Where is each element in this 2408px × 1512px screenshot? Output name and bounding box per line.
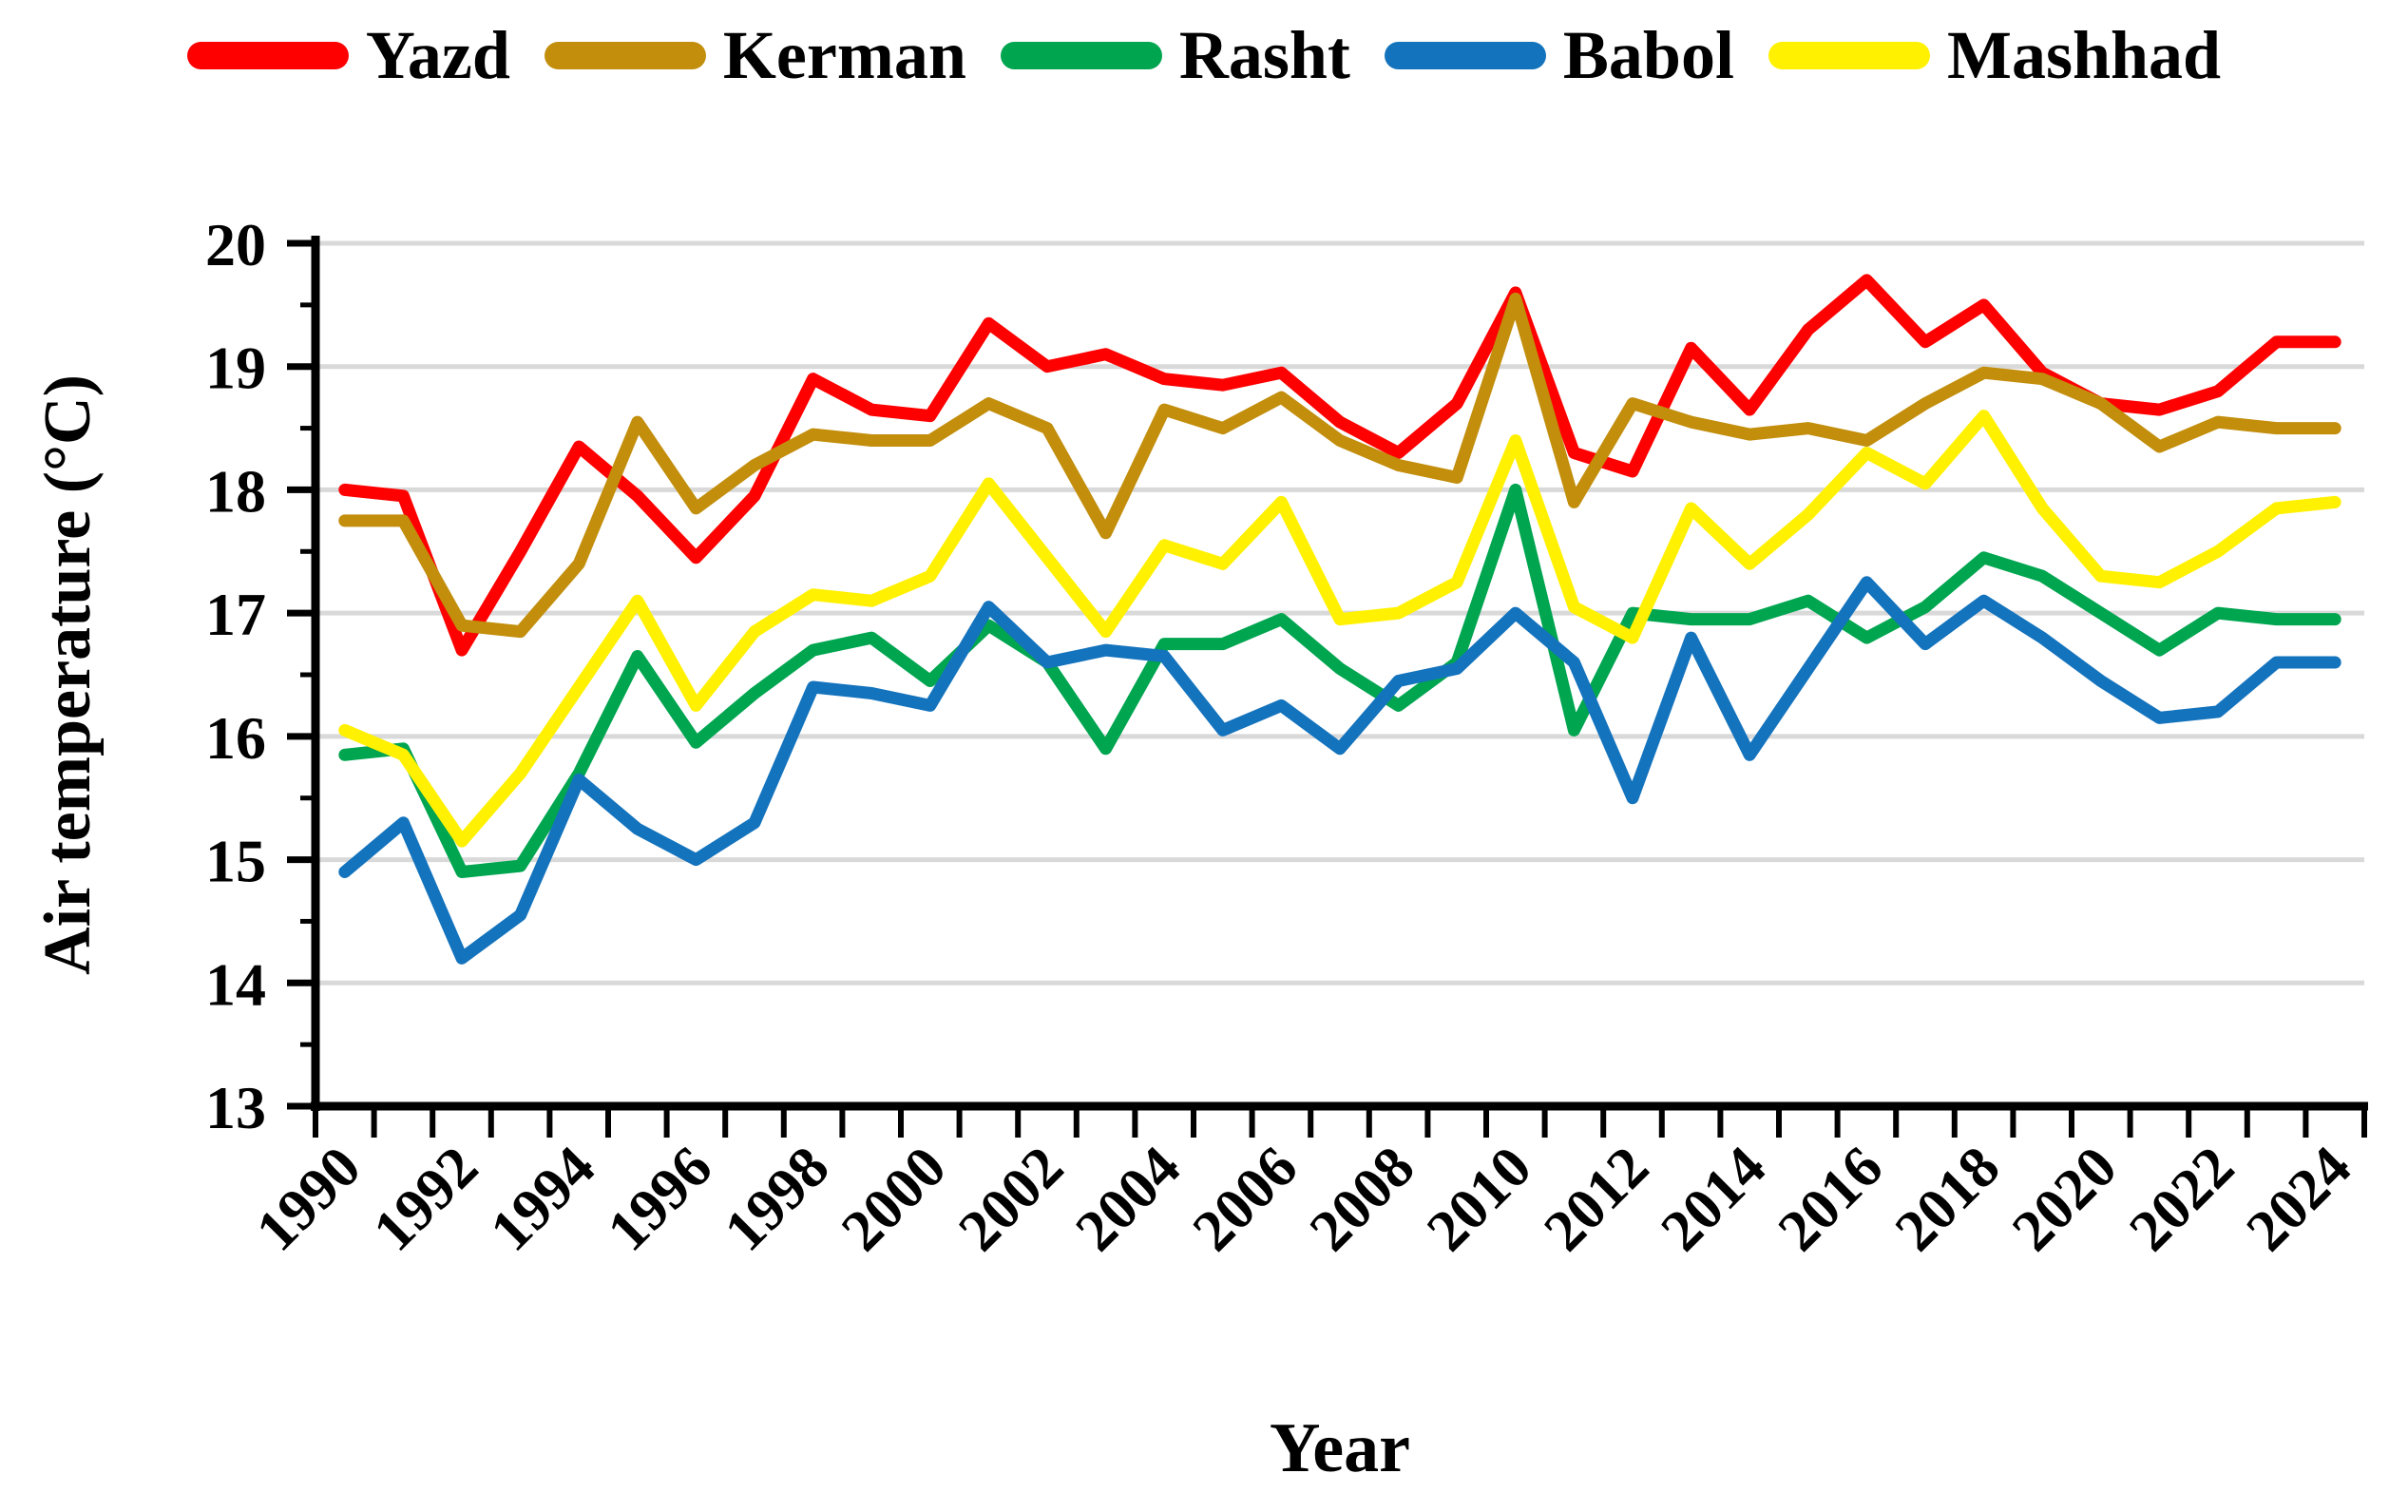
- y-tick-labels: 13 14 15 16 17 18 19 20: [205, 211, 266, 1141]
- x-tick-label: 2020: [2000, 1135, 2130, 1264]
- legend-item-mashhad: Mashhad: [1768, 21, 2221, 89]
- series-line-yazd: [338, 274, 2341, 657]
- x-tick-label: 1998: [713, 1135, 842, 1264]
- series-line-kerman: [338, 292, 2341, 639]
- x-tick-label: 2014: [1649, 1135, 1778, 1264]
- x-tick-label: 2000: [830, 1135, 959, 1264]
- legend-item-kerman: Kerman: [544, 17, 966, 93]
- x-tick-label: 1990: [244, 1135, 373, 1264]
- x-tick-label: 2004: [1063, 1135, 1193, 1264]
- legend-swatch-kerman: [544, 41, 706, 69]
- x-tick-label: 1992: [361, 1135, 490, 1264]
- y-tick-label: 17: [205, 581, 266, 648]
- x-tick-label: 2010: [1415, 1135, 1544, 1264]
- legend-item-yazd: Yazd: [186, 17, 510, 93]
- legend-item-rasht: Rasht: [1000, 17, 1350, 93]
- x-tick-label: 2006: [1181, 1135, 1310, 1264]
- x-ticks: [313, 1106, 2367, 1138]
- legend-label-kerman: Kerman: [722, 17, 966, 93]
- series-line-babol: [338, 576, 2341, 965]
- y-tick-label: 14: [205, 950, 266, 1018]
- legend-label-rasht: Rasht: [1178, 17, 1350, 93]
- legend-swatch-babol: [1384, 41, 1546, 69]
- y-ticks: [287, 239, 315, 1110]
- x-tick-label: 1994: [478, 1135, 607, 1264]
- x-tick-label: 2012: [1532, 1135, 1661, 1264]
- x-tick-label: 2024: [2234, 1135, 2363, 1264]
- x-axis-title: Year: [1270, 1409, 1410, 1487]
- gridlines: [315, 240, 2364, 986]
- legend-swatch-yazd: [186, 41, 349, 69]
- y-tick-label: 18: [205, 457, 266, 525]
- y-tick-label: 13: [205, 1074, 266, 1141]
- series-line-mashhad: [338, 410, 2341, 848]
- y-tick-label: 15: [205, 828, 266, 895]
- legend-label-mashhad: Mashhad: [1946, 17, 2222, 93]
- y-tick-label: 19: [205, 335, 266, 402]
- y-tick-label: 20: [205, 211, 266, 278]
- legend-item-babol: Babol: [1384, 17, 1734, 93]
- legend-swatch-mashhad: [1768, 41, 1930, 69]
- x-tick-label: 2016: [1767, 1135, 1896, 1264]
- series-line-rasht: [338, 483, 2341, 878]
- y-axis-title: Air temperature (°C): [31, 374, 105, 975]
- legend: Yazd Kerman Rasht Babol Mashhad: [0, 21, 2408, 89]
- x-tick-label: 2002: [946, 1135, 1076, 1264]
- x-tick-label: 2018: [1883, 1135, 2013, 1264]
- x-tick-labels: 1990199219941996199820002002200420062008…: [244, 1135, 2363, 1264]
- x-tick-label: 2008: [1298, 1135, 1427, 1264]
- legend-label-babol: Babol: [1562, 17, 1734, 93]
- legend-swatch-rasht: [1000, 41, 1162, 69]
- y-tick-label: 16: [205, 704, 266, 772]
- legend-label-yazd: Yazd: [365, 17, 510, 93]
- x-tick-label: 2022: [2117, 1135, 2246, 1264]
- x-tick-label: 1996: [596, 1135, 725, 1264]
